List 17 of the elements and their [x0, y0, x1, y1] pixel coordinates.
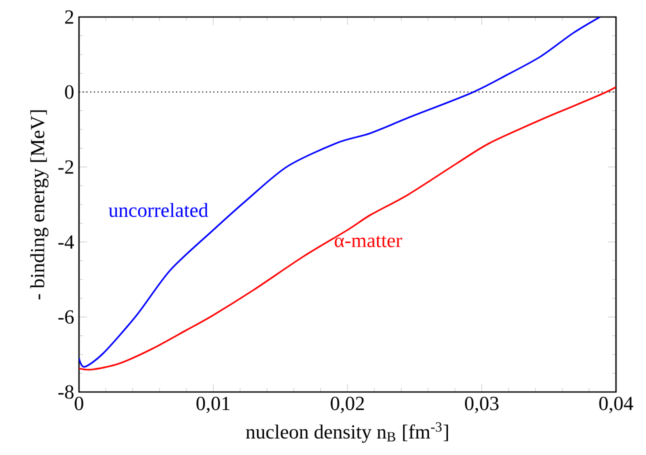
- x-tick-label: 0,03: [465, 396, 498, 414]
- x-tick-label: 0: [74, 396, 84, 410]
- x-tick-label: 0,04: [599, 396, 634, 414]
- x-axis-title: nucleon density n$_{B}$ [fm$^{-3}$]: [246, 422, 448, 443]
- y-tick-label: 0: [65, 85, 74, 99]
- x-tick-label: 0,01: [196, 396, 230, 414]
- y-tick-label: -6: [58, 310, 74, 324]
- series-label: α-matter: [334, 236, 402, 248]
- y-tick-label: -2: [58, 160, 74, 174]
- line-series: [79, 86, 616, 370]
- line-series: [79, 17, 601, 368]
- y-tick-label: 2: [65, 10, 74, 24]
- x-tick-label: 0,02: [330, 396, 364, 414]
- y-tick-label: -4: [58, 235, 74, 249]
- y-axis-title: - binding energy [MeV]: [30, 110, 48, 300]
- y-tick-label: -8: [58, 385, 74, 399]
- series-label: uncorrelated: [108, 202, 208, 218]
